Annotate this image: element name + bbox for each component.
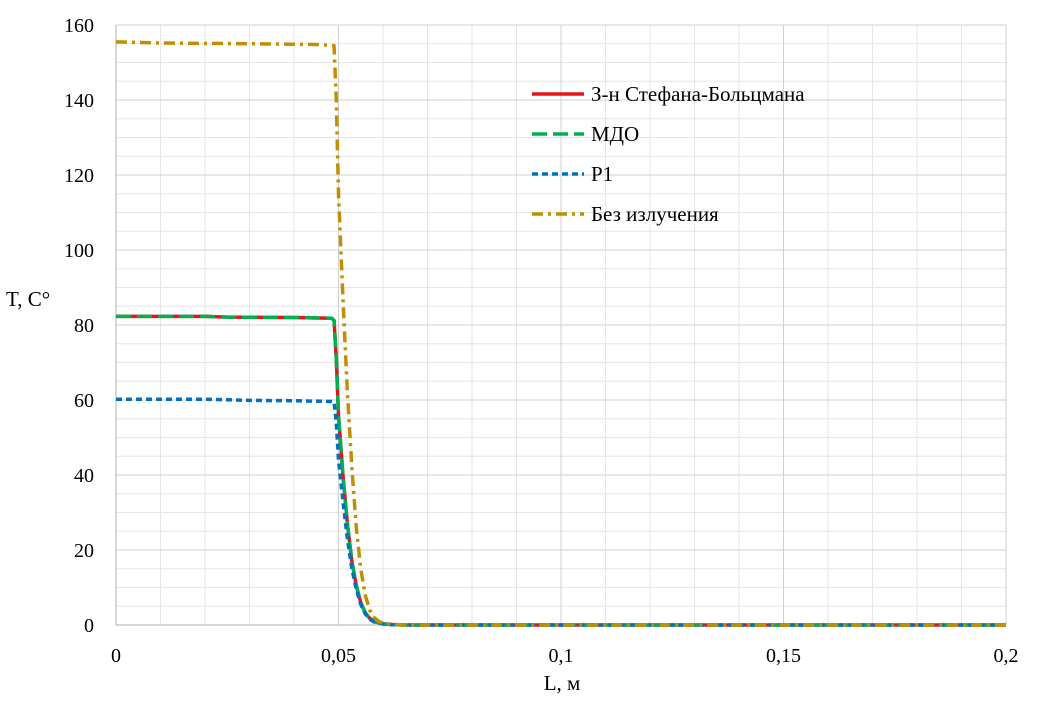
y-tick-label: 0 <box>84 615 94 637</box>
y-tick-label: 80 <box>74 315 94 337</box>
x-tick-label: 0,05 <box>321 645 356 667</box>
x-tick-label: 0,2 <box>994 645 1019 667</box>
x-tick-label: 0,1 <box>549 645 574 667</box>
tick-labels: 0 20 40 60 80 100 120 140 160 0 0,05 0,1 0,15 0,2 <box>64 15 1019 667</box>
x-axis-title: L, м <box>544 671 581 695</box>
series-line-4 <box>115 40 1006 627</box>
y-tick-label: 120 <box>64 165 94 187</box>
y-tick-label: 20 <box>74 540 94 562</box>
y-tick-label: 100 <box>64 240 94 262</box>
y-tick-label: 40 <box>74 465 94 487</box>
grid <box>115 24 1007 626</box>
y-axis-title: T, C° <box>6 287 50 311</box>
y-tick-label: 60 <box>74 390 94 412</box>
x-tick-label: 0,15 <box>766 645 801 667</box>
y-tick-label: 160 <box>64 15 94 37</box>
y-tick-label: 140 <box>64 90 94 112</box>
legend: З-н Стефана-Больцмана МДО P1 Без излучения <box>532 82 805 226</box>
plot-series <box>115 40 1006 627</box>
legend-label-4: Без излучения <box>591 202 719 226</box>
legend-label-2: МДО <box>591 122 639 146</box>
legend-label-3: P1 <box>591 162 613 186</box>
legend-label-1: З-н Стефана-Больцмана <box>591 82 805 106</box>
x-tick-label: 0 <box>111 645 121 667</box>
